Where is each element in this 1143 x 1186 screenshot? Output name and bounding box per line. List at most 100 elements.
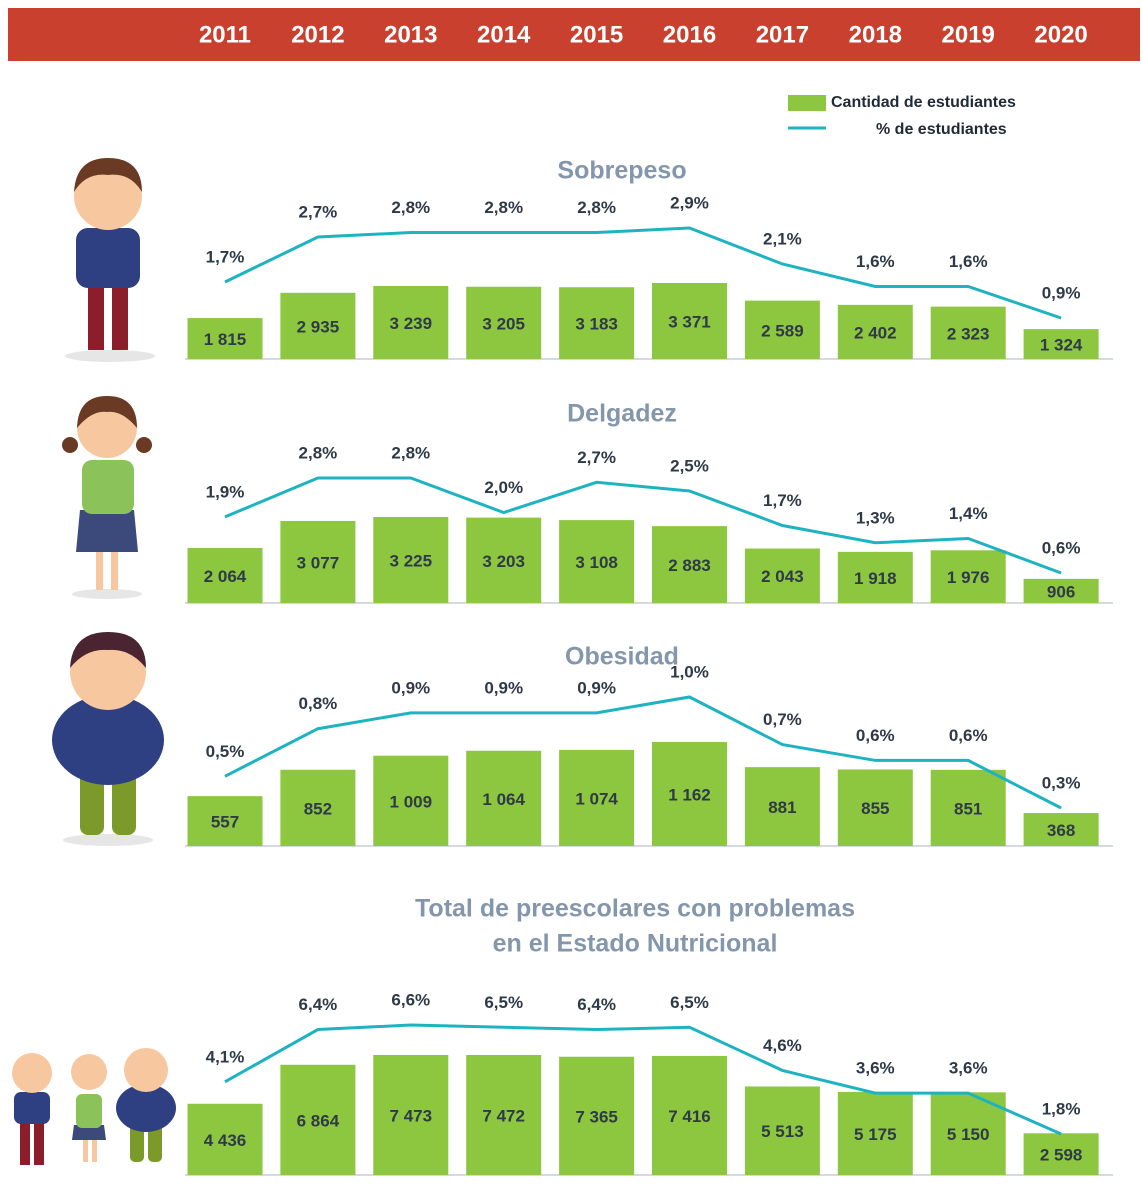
- bar-label: 3 371: [668, 312, 711, 331]
- group-illustration: [12, 1048, 176, 1165]
- line-label: 6,4%: [299, 995, 338, 1014]
- bar: [187, 1103, 263, 1175]
- chart-title: Total de preescolares con problemas: [415, 895, 855, 923]
- bar: [652, 742, 727, 846]
- line-label: 0,9%: [577, 678, 616, 697]
- bar-label: 7 472: [482, 1106, 525, 1125]
- bar-label: 3 183: [575, 315, 618, 334]
- line-label: 4,1%: [206, 1047, 245, 1066]
- bar-label: 368: [1047, 821, 1075, 840]
- bar: [466, 517, 542, 603]
- bar: [930, 550, 1006, 603]
- bar-label: 7 473: [390, 1106, 433, 1125]
- bar-label: 1 918: [854, 569, 897, 588]
- legend-label: % de estudiantes: [876, 121, 1007, 138]
- year-label: 2018: [849, 21, 902, 48]
- bar: [930, 769, 1006, 846]
- line-label: 1,7%: [763, 491, 802, 510]
- bar-label: 7 416: [668, 1107, 711, 1126]
- line-label: 2,1%: [763, 229, 802, 248]
- bar-label: 5 175: [854, 1125, 897, 1144]
- line-label: 0,3%: [1042, 773, 1081, 792]
- bar-label: 851: [954, 799, 982, 818]
- line-label: 2,7%: [577, 448, 616, 467]
- bar-label: 1 064: [482, 790, 525, 809]
- girl-illustration: [62, 396, 152, 599]
- bar-label: 2 598: [1040, 1146, 1083, 1165]
- year-label: 2017: [756, 21, 809, 48]
- line-label: 0,8%: [299, 694, 338, 713]
- bar: [930, 306, 1006, 359]
- header-bar: [8, 8, 1140, 61]
- bar: [744, 1086, 820, 1175]
- bar-label: 3 225: [390, 551, 433, 570]
- bar-label: 2 589: [761, 321, 804, 340]
- bar: [1023, 329, 1099, 359]
- legend-label: Cantidad de estudiantes: [831, 94, 1016, 111]
- line-label: 2,9%: [670, 193, 709, 212]
- bar: [280, 1064, 356, 1175]
- chart-title: en el Estado Nutricional: [493, 930, 778, 958]
- bar: [1023, 578, 1099, 603]
- line: [224, 226, 1062, 320]
- bar: [652, 283, 727, 359]
- line-label: 1,3%: [856, 508, 895, 527]
- bar-label: 5 150: [947, 1125, 990, 1144]
- bar: [744, 548, 820, 603]
- line: [224, 1023, 1062, 1136]
- year-label: 2011: [199, 21, 251, 48]
- year-label: 2020: [1034, 21, 1087, 48]
- bar-label: 3 203: [482, 552, 525, 571]
- bar-label: 2 935: [297, 317, 340, 336]
- bar: [744, 767, 820, 846]
- bar: [280, 520, 356, 603]
- bar: [187, 318, 263, 359]
- line-label: 2,8%: [577, 198, 616, 217]
- line-label: 2,0%: [484, 478, 523, 497]
- chart-title: Obesidad: [565, 643, 679, 671]
- year-label: 2016: [663, 21, 716, 48]
- chart-title: Delgadez: [567, 400, 677, 428]
- chart-title: Sobrepeso: [557, 157, 686, 185]
- year-label: 2019: [942, 21, 995, 48]
- bar: [559, 1056, 635, 1175]
- bar-label: 2 043: [761, 567, 804, 586]
- year-label: 2013: [384, 21, 437, 48]
- bar: [280, 292, 356, 359]
- bar: [373, 755, 449, 846]
- line-label: 1,6%: [949, 252, 988, 271]
- bar-label: 2 402: [854, 323, 897, 342]
- bar-label: 7 365: [575, 1107, 618, 1126]
- bar: [373, 285, 449, 359]
- bar-label: 1 324: [1040, 336, 1083, 355]
- bar-label: 1 162: [668, 785, 711, 804]
- bar: [187, 547, 263, 603]
- line-label: 0,9%: [391, 678, 430, 697]
- year-label: 2012: [291, 21, 344, 48]
- bar-label: 881: [768, 798, 796, 817]
- bar-label: 2 883: [668, 556, 711, 575]
- line-label: 1,7%: [206, 247, 245, 266]
- bar-label: 1 009: [390, 792, 433, 811]
- bar: [373, 517, 449, 603]
- bar-label: 3 108: [575, 553, 618, 572]
- bar: [466, 750, 542, 846]
- bar-label: 1 976: [947, 568, 990, 587]
- line-label: 3,6%: [856, 1059, 895, 1078]
- bar: [280, 769, 356, 846]
- bar-label: 1 074: [575, 789, 618, 808]
- bar: [837, 769, 913, 846]
- bar: [187, 796, 263, 846]
- bar-label: 557: [211, 813, 239, 832]
- line-label: 0,7%: [763, 710, 802, 729]
- line-label: 1,9%: [206, 482, 245, 501]
- bar: [559, 520, 635, 603]
- bar: [373, 1055, 449, 1175]
- bar: [1023, 1133, 1099, 1175]
- bar: [1023, 813, 1099, 846]
- bar-label: 5 513: [761, 1122, 804, 1141]
- bar: [652, 526, 727, 603]
- bar-label: 2 064: [204, 567, 247, 586]
- legend-swatch: [788, 95, 826, 111]
